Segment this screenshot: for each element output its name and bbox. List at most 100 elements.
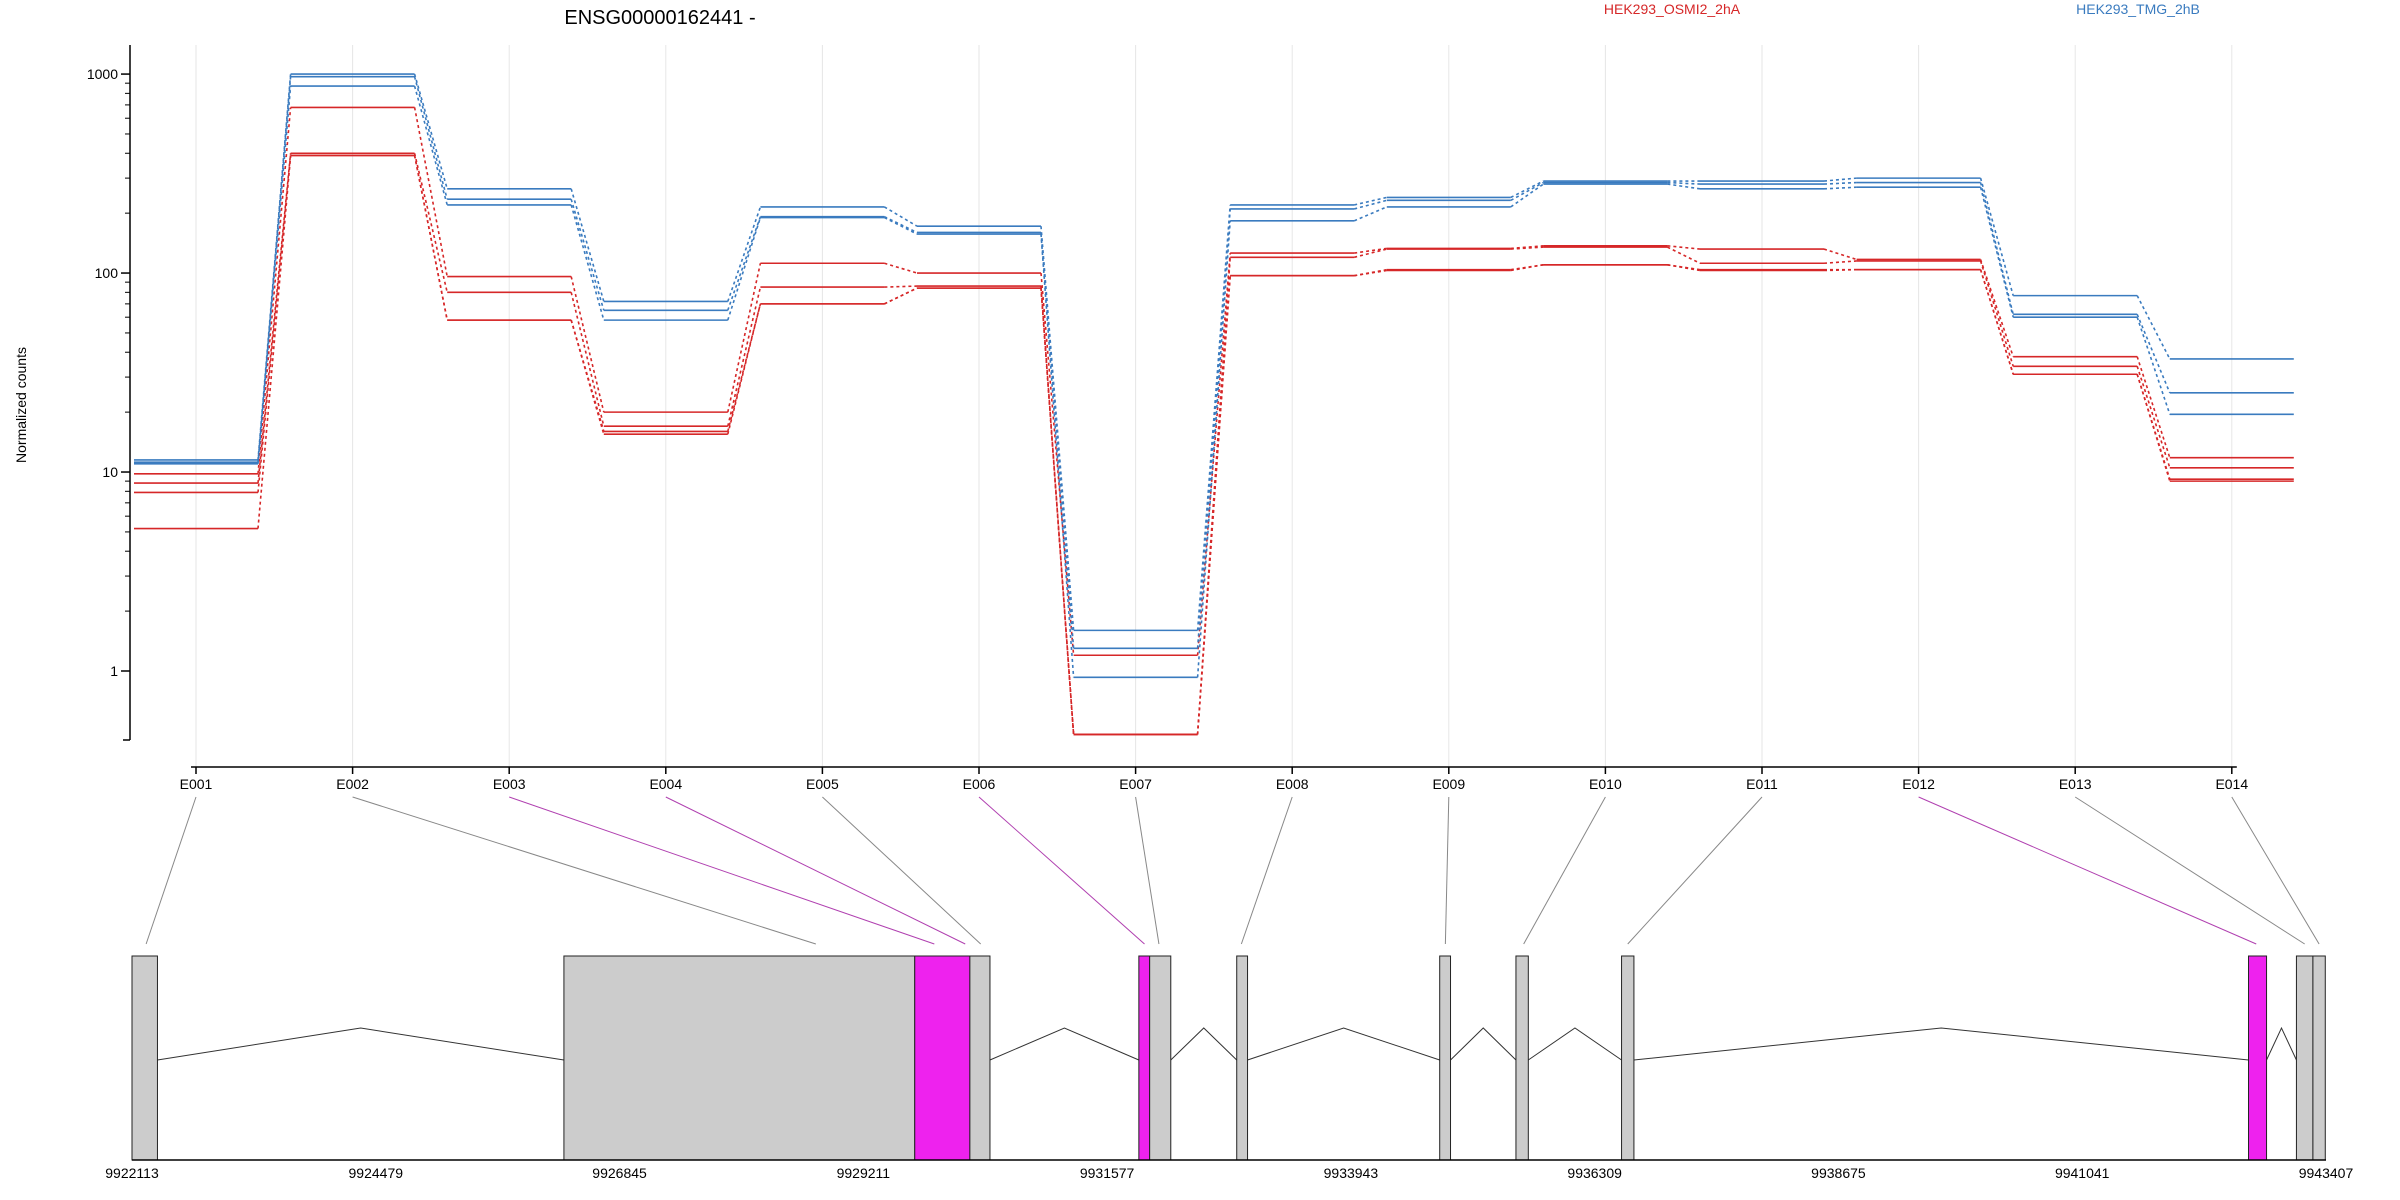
series-connector (1823, 186, 1857, 190)
bin-link-line (1135, 796, 1160, 945)
series-connector (413, 73, 448, 190)
intron-connector (1633, 1027, 2249, 1061)
y-axis-label: Normalized counts (13, 347, 29, 463)
series-connector (884, 285, 918, 288)
genome-coordinate-label: 9933943 (1324, 1165, 1379, 1181)
vertical-gridlines (195, 45, 2233, 767)
series-connector (1196, 257, 1231, 735)
legend-entry-osmi2: HEK293_OSMI2_2hA (1604, 1, 1741, 17)
genome-coordinate-label: 9924479 (349, 1165, 404, 1181)
genome-coordinate-label: 9931577 (1080, 1165, 1135, 1181)
chart-title: ENSG00000162441 - (564, 7, 755, 29)
series-connector (1353, 199, 1388, 210)
intron-connector (989, 1027, 1140, 1061)
series-4 (134, 73, 2294, 632)
bin-link-line (1444, 796, 1450, 945)
series-6 (134, 85, 2294, 679)
series-connector (727, 216, 762, 311)
bin-link-line (509, 796, 935, 945)
genome-coordinate-label: 9943407 (2299, 1165, 2354, 1181)
series-connector (570, 198, 605, 311)
series-connector (570, 204, 605, 321)
series-connector (884, 287, 918, 305)
y-tick-label: 100 (95, 265, 119, 281)
exon-block (2295, 955, 2314, 1161)
series-connector (727, 303, 762, 432)
x-tick-label: E012 (1902, 776, 1935, 792)
bin-link-line (1918, 796, 2257, 945)
y-tick-label: 1000 (87, 66, 118, 82)
intron-connector (1450, 1027, 1517, 1061)
bin-link-line (352, 796, 816, 945)
series-connector (1510, 246, 1544, 250)
x-tick-label: E001 (180, 776, 213, 792)
exon-block (1236, 955, 1249, 1161)
exon-block (1621, 955, 1635, 1161)
x-tick-label: E013 (2059, 776, 2092, 792)
x-tick-label: E008 (1276, 776, 1309, 792)
genome-coordinate-label: 9938675 (1811, 1165, 1866, 1181)
exon-block (563, 955, 916, 1161)
series-connector (1354, 269, 1387, 277)
x-tick-label: E007 (1119, 776, 1152, 792)
genome-coordinate-label: 9929211 (837, 1165, 891, 1181)
series-connector (1040, 272, 1075, 656)
bin-link-line (1627, 796, 1763, 945)
bin-to-exon-links (145, 796, 2320, 945)
series-connector (1040, 288, 1075, 735)
gene-model: 9922113 9924479 9926845 9929211 9931577 99339… (105, 955, 2354, 1181)
series-connector (2136, 356, 2171, 458)
series-connector (1979, 187, 2014, 318)
series-connector (727, 217, 762, 321)
series-connector (1823, 181, 1857, 185)
series-connector (1354, 248, 1387, 259)
series-3 (134, 154, 2294, 736)
intron-connector (1528, 1027, 1622, 1061)
exon-block (1149, 955, 1172, 1161)
bin-link-line (2231, 796, 2320, 945)
series-connector (1667, 181, 1701, 185)
series-connector (1667, 246, 1701, 264)
bin-link-line (822, 796, 982, 945)
series-lines (134, 73, 2294, 736)
bin-link-line (978, 796, 1145, 945)
series-connector (413, 107, 448, 277)
series-connector (1823, 268, 1857, 272)
series-connector (257, 155, 292, 529)
axes: 1 10 100 1000 E001 E002 E003 E004 E005 E006 E007 E0… (87, 45, 2248, 792)
series-connector (1196, 275, 1231, 735)
bin-link-line (145, 796, 197, 945)
series-connector (727, 206, 762, 302)
series-connector (1196, 220, 1231, 678)
series-connector (1040, 234, 1075, 678)
exon-block-highlighted (2248, 955, 2268, 1161)
series-connector (257, 76, 292, 463)
series-connector (413, 85, 448, 206)
y-tick-label: 1 (110, 663, 118, 679)
exon-block (1439, 955, 1452, 1161)
series-connector (1353, 206, 1388, 222)
series-connector (1667, 264, 1701, 271)
series-connector (1354, 196, 1387, 206)
x-tick-label: E006 (963, 776, 996, 792)
series-connector (1510, 245, 1544, 250)
series-connector (413, 155, 448, 321)
series-connector (1196, 253, 1231, 656)
x-tick-label: E002 (336, 776, 369, 792)
series-connector (727, 303, 762, 435)
series-connector (2136, 374, 2171, 482)
x-tick-label: E005 (806, 776, 839, 792)
exon-block (131, 955, 158, 1161)
series-connector (257, 153, 292, 484)
series-connector (884, 262, 918, 274)
x-tick-label: E014 (2215, 776, 2248, 792)
series-connector (1510, 180, 1544, 199)
exon-block-highlighted (914, 955, 971, 1161)
series-5 (134, 75, 2294, 650)
series-connector (884, 215, 918, 234)
series-connector (1354, 247, 1387, 254)
exon-block (969, 955, 991, 1161)
intron-connector (1170, 1027, 1238, 1061)
genome-coordinate-label: 9922113 (105, 1165, 159, 1181)
